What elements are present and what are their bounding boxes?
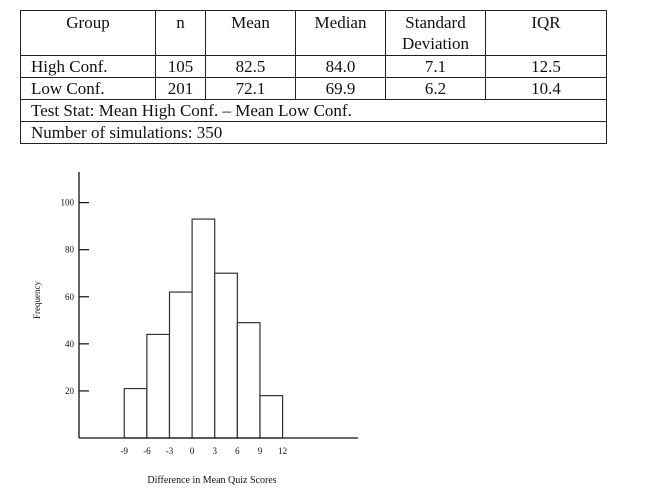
simulations-text: Number of simulations: 350 [20,121,607,144]
cell-sd: 7.1 [385,55,486,78]
cell-group: High Conf. [20,55,156,78]
header-standard-deviation: Standard Deviation [385,10,486,56]
table-header-row: Group n Mean Median Standard Deviation I… [20,10,607,56]
x-axis-ticks: -9 -6 -3 0 3 6 9 12 [120,446,287,456]
test-stat-text: Test Stat: Mean High Conf. – Mean Low Co… [20,99,607,122]
cell-sd: 6.2 [385,77,486,100]
histogram-bar [259,395,284,439]
x-tick-label: -9 [120,446,128,456]
y-tick-label: 40 [65,339,75,349]
y-tick-label: 100 [61,198,75,208]
histogram-bar [168,291,193,439]
cell-n: 105 [155,55,206,78]
x-axis-label: Difference in Mean Quiz Scores [147,475,276,486]
histogram-bar [123,387,148,439]
cell-group: Low Conf. [20,77,156,100]
x-tick-label: 6 [235,446,240,456]
x-tick-label: 3 [212,446,217,456]
histogram-bar [236,322,261,439]
x-tick-label: 0 [190,446,195,456]
histogram-chart: 20 40 60 80 100 -9 -6 -3 0 3 6 9 12 Frequency Diffe… [32,172,358,486]
x-tick-label: 9 [258,446,263,456]
header-iqr: IQR [485,10,607,56]
y-tick-label: 60 [65,292,75,302]
cell-mean: 82.5 [205,55,296,78]
histogram-bar [214,272,238,439]
cell-iqr: 12.5 [485,55,607,78]
header-n: n [155,10,206,56]
cell-n: 201 [155,77,206,100]
y-tick-label: 20 [65,386,75,396]
histogram-bar [146,333,171,439]
x-tick-label: -3 [166,446,174,456]
cell-median: 84.0 [295,55,386,78]
table-row: High Conf. 105 82.5 84.0 7.1 12.5 [20,55,607,78]
chart-axes [78,172,358,439]
cell-iqr: 10.4 [485,77,607,100]
test-stat-row: Test Stat: Mean High Conf. – Mean Low Co… [20,99,607,122]
header-median: Median [295,10,386,56]
x-tick-label: -6 [143,446,151,456]
y-tick-label: 80 [65,245,75,255]
header-mean: Mean [205,10,296,56]
summary-statistics-table: Group n Mean Median Standard Deviation I… [20,10,607,144]
y-axis-ticks: 20 40 60 80 100 [61,198,89,396]
histogram-bar [191,218,216,439]
x-tick-label: 12 [278,446,287,456]
simulations-row: Number of simulations: 350 [20,121,607,144]
cell-mean: 72.1 [205,77,296,100]
y-axis-label: Frequency [32,281,42,319]
header-group: Group [20,10,156,56]
histogram-bars [123,218,284,439]
cell-median: 69.9 [295,77,386,100]
table-row: Low Conf. 201 72.1 69.9 6.2 10.4 [20,77,607,100]
